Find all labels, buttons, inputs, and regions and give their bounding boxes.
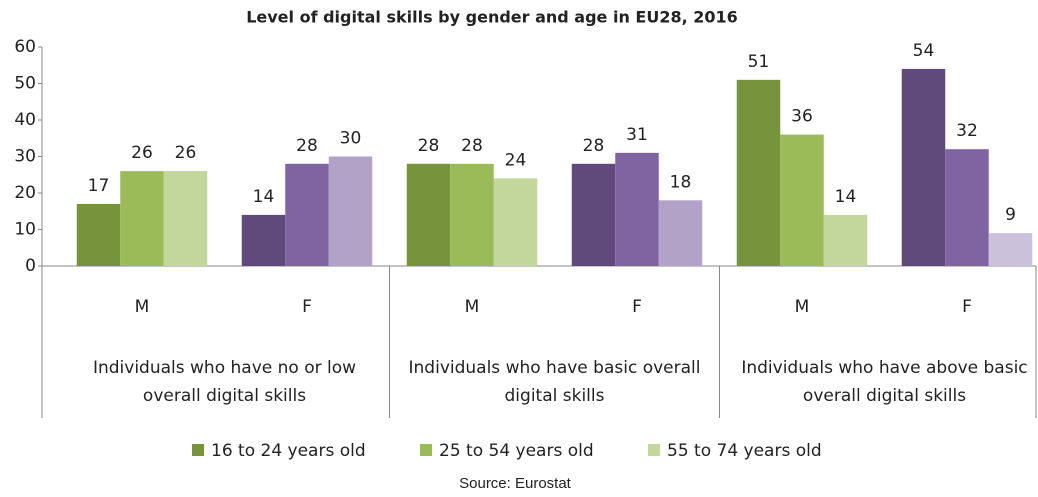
legend-label: 16 to 24 years old	[211, 441, 366, 461]
x-tick-label: F	[302, 297, 312, 317]
y-tick-label: 10	[14, 220, 36, 240]
y-tick-label: 50	[14, 74, 36, 94]
value-label: 28	[418, 136, 440, 156]
bar	[901, 68, 946, 267]
value-label: 17	[88, 176, 110, 196]
bar	[988, 233, 1033, 266]
value-label: 26	[175, 143, 197, 163]
value-label: 51	[748, 52, 770, 72]
legend-swatch	[192, 444, 204, 456]
value-label: 28	[461, 136, 483, 156]
bar	[76, 203, 121, 266]
value-label: 54	[913, 41, 935, 61]
value-label: 32	[956, 121, 978, 141]
value-label: 30	[340, 129, 362, 149]
bar	[658, 200, 703, 266]
bar	[450, 163, 494, 266]
bar	[945, 149, 989, 266]
bar	[571, 163, 616, 266]
value-label: 14	[835, 187, 857, 207]
value-label: 9	[1005, 205, 1016, 225]
value-label: 28	[583, 136, 605, 156]
group-label: Individuals who have basic overall digit…	[408, 358, 701, 406]
bar	[120, 171, 164, 266]
bar	[241, 214, 286, 266]
x-tick-label: F	[632, 297, 642, 317]
group-label: Individuals who have no or low overall d…	[92, 358, 357, 406]
x-tick-label: M	[135, 297, 150, 317]
value-label: 31	[626, 125, 648, 145]
bar	[823, 214, 868, 266]
bar	[493, 178, 538, 266]
bar	[328, 156, 373, 266]
group-label: Individuals who have above basic overall…	[741, 358, 1028, 406]
value-label: 24	[505, 150, 527, 170]
x-tick-label: M	[465, 297, 480, 317]
chart-title: Level of digital skills by gender and ag…	[246, 8, 738, 27]
legend-label: 55 to 74 years old	[667, 441, 822, 461]
y-tick-label: 0	[25, 256, 36, 276]
bar	[406, 163, 451, 266]
value-label: 28	[296, 136, 318, 156]
bar	[615, 152, 659, 266]
x-tick-label: M	[795, 297, 810, 317]
y-tick-label: 40	[14, 110, 36, 130]
source: Source: Eurostat	[459, 475, 572, 492]
value-label: 26	[131, 143, 153, 163]
value-label: 36	[791, 107, 813, 127]
y-tick-label: 20	[14, 183, 36, 203]
y-tick-label: 60	[14, 37, 36, 57]
value-label: 14	[253, 187, 275, 207]
value-label: 18	[670, 172, 692, 192]
legend-label: 25 to 54 years old	[439, 441, 594, 461]
y-tick-label: 30	[14, 147, 36, 167]
bar	[780, 134, 824, 266]
bar	[285, 163, 329, 266]
bar	[736, 79, 781, 266]
bar	[163, 171, 208, 266]
x-tick-label: F	[962, 297, 972, 317]
legend-swatch	[420, 444, 432, 456]
legend-swatch	[648, 444, 660, 456]
